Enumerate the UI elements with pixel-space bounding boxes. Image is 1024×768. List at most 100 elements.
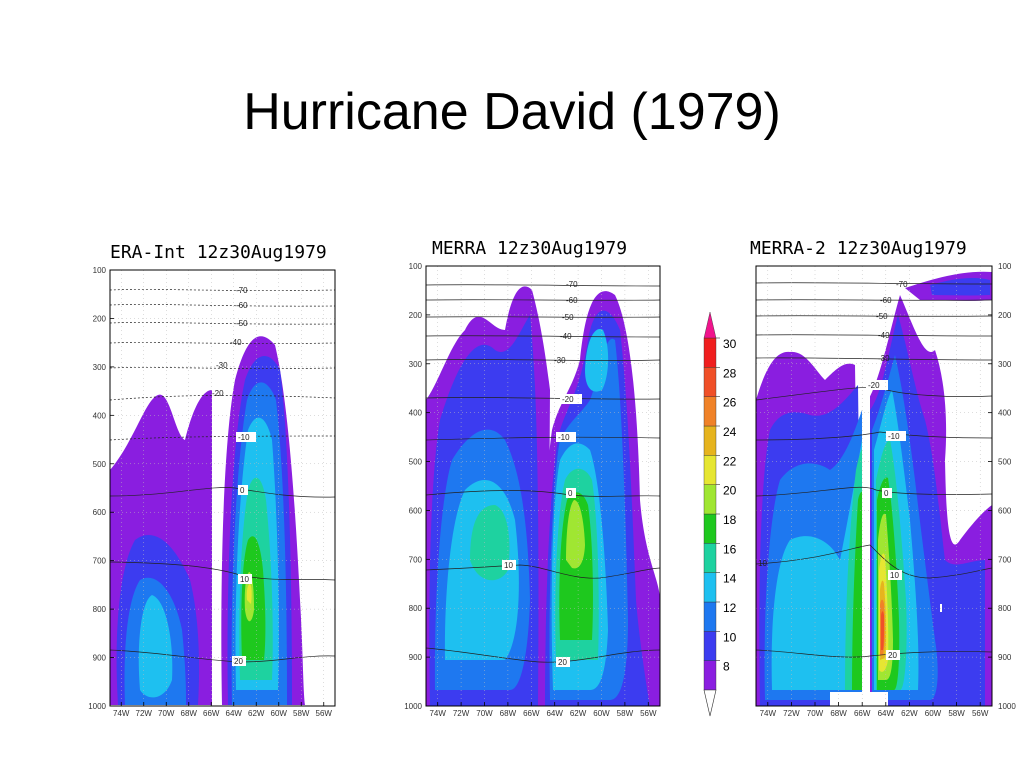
contour-label: -60: [566, 296, 578, 305]
colorbar-label: 10: [723, 630, 737, 644]
colorbar-top-arrow: [703, 311, 717, 339]
panel-era-int: ERA-Int 12z30Aug1979: [88, 242, 336, 718]
y-tick-label: 1000: [88, 702, 106, 711]
colorbar-segment: [703, 543, 717, 573]
shade-16: [470, 505, 510, 581]
shading: [426, 286, 660, 706]
y-tick-label: 200: [93, 314, 107, 323]
x-tick-label: 72W: [453, 709, 470, 718]
contour-label: 20: [558, 658, 567, 667]
colorbar-label: 14: [723, 572, 737, 586]
x-tick-label: 58W: [293, 709, 310, 718]
contour-labels: -70 -60 -50 -40 -30 -20 -10 0 10 20: [212, 286, 256, 666]
y-tick-label: 200: [998, 311, 1012, 320]
x-tick-label: 74W: [113, 709, 130, 718]
y-tick-label: 600: [409, 506, 423, 515]
shade-10: [930, 277, 990, 296]
y-tick-label: 700: [93, 557, 107, 566]
y-tick-label: 600: [93, 508, 107, 517]
contour-label: -10: [888, 432, 900, 441]
shade-22: [246, 584, 252, 604]
grid: [426, 266, 660, 706]
y-tick-label: 100: [93, 266, 107, 275]
x-tick-label: 70W: [158, 709, 175, 718]
contour-label: 20: [234, 657, 243, 666]
slide-title: Hurricane David (1979): [243, 83, 781, 141]
x-tick-label: 66W: [523, 709, 540, 718]
x-tick-label: 66W: [854, 709, 871, 718]
colorbar-segment: [703, 425, 717, 456]
contour-label: -30: [554, 356, 566, 365]
y-tick-label: 800: [998, 604, 1012, 613]
grid: [110, 270, 335, 706]
colorbar-segment: [703, 513, 717, 544]
colorbar-segment: [703, 396, 717, 427]
shade-14: [138, 595, 173, 698]
contour-label: -30: [878, 354, 890, 363]
y-tick-label: 500: [998, 458, 1012, 467]
contour-label: -20: [868, 381, 880, 390]
y-tick-label: 400: [998, 409, 1012, 418]
colorbar-label: 22: [723, 454, 737, 468]
x-tick-label: 68W: [181, 709, 198, 718]
x-tick-label: 60W: [925, 709, 942, 718]
contour-label: -70: [236, 286, 248, 295]
contour-label: 20: [888, 651, 897, 660]
x-tick-label: 64W: [546, 709, 563, 718]
y-tick-label: 100: [998, 262, 1012, 271]
grid: [756, 266, 992, 706]
y-tick-label: 900: [93, 654, 107, 663]
contour-label: 10: [240, 575, 249, 584]
y-tick-label: 500: [409, 458, 423, 467]
x-tick-label: 66W: [203, 709, 220, 718]
shading: [110, 336, 305, 705]
x-tick-label: 64W: [878, 709, 895, 718]
contour-label: 0: [884, 489, 889, 498]
panel-title: MERRA-2 12z30Aug1979: [750, 238, 967, 259]
colorbar-label: 16: [723, 542, 737, 556]
plot-frame: [755, 265, 993, 707]
x-tick-label: 70W: [807, 709, 824, 718]
y-axis: 100 200 300 400 500 600 700 800 900 1000: [88, 266, 114, 711]
plot-frame: [425, 265, 661, 707]
shade-14: [771, 440, 864, 690]
colorbar-label: 26: [723, 396, 737, 410]
x-tick-label: 68W: [500, 709, 517, 718]
colorbar-label: 12: [723, 601, 737, 615]
x-axis: 74W 72W 70W 68W 66W 64W 62W 60W 58W 56W: [760, 702, 989, 718]
contour-label: -30: [216, 361, 228, 370]
contour-label: 10: [890, 571, 899, 580]
contour-label: -60: [880, 296, 892, 305]
colorbar-segment: [703, 601, 717, 632]
missing-data: [830, 692, 888, 706]
contour-lines: [755, 282, 993, 658]
colorbar-segment: [703, 455, 717, 485]
y-tick-label: 700: [998, 555, 1012, 564]
contour-label: 0: [568, 489, 573, 498]
panel-merra: MERRA 12z30Aug1979: [404, 238, 661, 718]
contour-label: -40: [878, 331, 890, 340]
y-tick-label: 800: [93, 605, 107, 614]
y-tick-label: 600: [998, 506, 1012, 515]
y-tick-label: 1000: [404, 702, 422, 711]
y-tick-label: 800: [409, 604, 423, 613]
contour-lines: [425, 284, 661, 663]
x-tick-label: 60W: [271, 709, 288, 718]
x-tick-label: 72W: [136, 709, 153, 718]
y-tick-label: 700: [409, 555, 423, 564]
contour-label: 10: [504, 561, 513, 570]
y-tick-label: 900: [998, 653, 1012, 662]
x-tick-label: 62W: [901, 709, 918, 718]
x-tick-label: 58W: [617, 709, 634, 718]
contour-label: 0: [240, 486, 245, 495]
x-tick-label: 56W: [972, 709, 989, 718]
contour-label: 10: [758, 559, 767, 568]
y-tick-label: 500: [93, 460, 107, 469]
contour-label: -40: [560, 332, 572, 341]
x-axis: 74W 72W 70W 68W 66W 64W 62W 60W 58W 56W: [429, 702, 657, 718]
colorbar-segment: [703, 367, 717, 397]
contour-label: -20: [212, 389, 224, 398]
colorbar: 30 28 26 24 22 20 18 16 14 12 10 8: [703, 311, 737, 717]
shade-18: [852, 491, 864, 690]
